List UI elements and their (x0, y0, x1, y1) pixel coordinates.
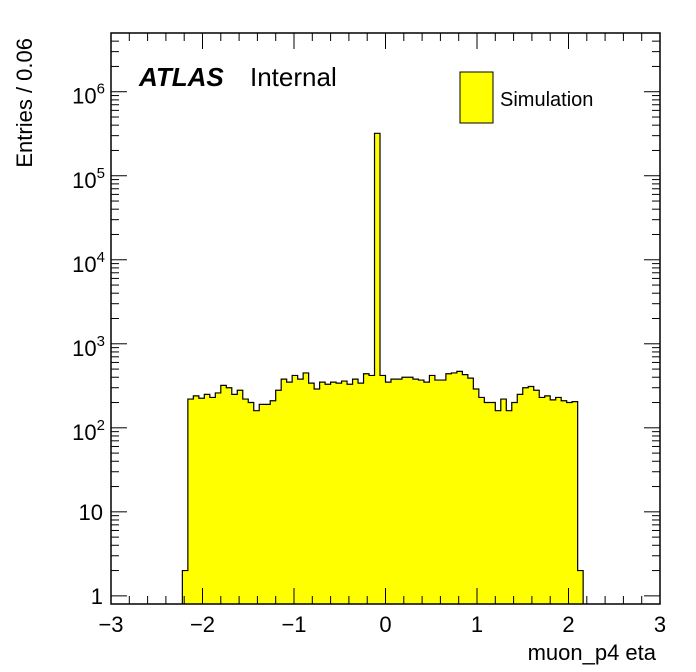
histogram-bar (506, 410, 513, 604)
histogram-bar (407, 377, 414, 604)
histogram-bar (308, 383, 315, 604)
histogram-bar (204, 394, 211, 604)
histogram-bar (561, 400, 568, 604)
legend-swatch (459, 71, 494, 124)
x-tick-label: 2 (562, 612, 574, 637)
histogram-bar (478, 397, 485, 604)
x-axis-title: muon_p4 eta (528, 640, 657, 665)
atlas-label: ATLAS (138, 62, 224, 92)
histogram-bar (347, 384, 353, 604)
x-tick-label: 3 (654, 612, 666, 637)
histogram-bar (462, 374, 469, 604)
histogram-bar (445, 373, 452, 604)
histogram-bar (434, 380, 441, 604)
histogram-bar (231, 394, 238, 604)
histogram-bar (369, 375, 375, 604)
histogram-bar (467, 378, 474, 604)
histogram-bar (374, 133, 381, 604)
y-tick-label: 102 (72, 417, 105, 445)
histogram-bar (286, 382, 293, 604)
histogram-outline (181, 132, 584, 604)
histogram-bar (566, 402, 573, 604)
histogram-bar (495, 410, 502, 604)
histogram-bar (572, 401, 579, 604)
histogram-bar (396, 379, 403, 604)
legend-label-simulation: Simulation (500, 89, 593, 111)
histogram-bar (489, 402, 496, 604)
histogram-bar (533, 390, 540, 604)
histogram-bar (330, 382, 337, 604)
y-tick-label: 105 (72, 165, 105, 193)
histogram-bar (336, 383, 342, 604)
histogram-bar (451, 372, 458, 604)
histogram-bar (456, 371, 463, 604)
histogram-bar (363, 373, 370, 604)
y-axis-title: Entries / 0.06 (12, 38, 37, 168)
histogram-bar (319, 382, 326, 604)
histogram-bar (401, 377, 408, 604)
x-tick-label: 1 (471, 612, 483, 637)
histogram-bar (429, 375, 436, 604)
histogram-bar (539, 397, 546, 604)
histogram-bar (292, 375, 299, 604)
histogram-bar (511, 402, 518, 604)
histogram-bar (550, 399, 557, 604)
histogram-bar (473, 388, 480, 604)
histogram-bar (341, 381, 348, 604)
x-tick-label: −2 (190, 612, 215, 637)
histogram-bar (303, 372, 310, 604)
histogram-bar (198, 398, 205, 604)
internal-label: Internal (250, 62, 337, 92)
histogram-bar (253, 410, 260, 604)
histogram-bar (215, 392, 222, 604)
histogram-bar (517, 394, 524, 604)
y-tick-label: 106 (72, 81, 105, 109)
histogram-bar (297, 379, 304, 604)
histogram-bar (390, 379, 397, 604)
histogram-bar (259, 404, 266, 604)
histogram-bar (275, 390, 282, 604)
axis-ticks (110, 32, 661, 604)
x-tick-labels: −3 −2 −1 0 1 2 3 (98, 612, 666, 637)
histogram-bar (544, 395, 551, 604)
histogram-bar (220, 385, 227, 604)
histogram-bar (577, 570, 584, 604)
histogram-bar (226, 387, 233, 604)
histogram-bar (237, 390, 244, 604)
histogram-bar (281, 379, 288, 604)
histogram-bar (380, 375, 386, 604)
histogram-bar (500, 399, 507, 604)
histogram-bar (242, 399, 249, 604)
histogram-bar (182, 570, 189, 604)
histogram-bar (358, 383, 364, 604)
histogram-bar (418, 380, 425, 604)
histogram-bar (385, 382, 392, 604)
histogram-bar (248, 402, 255, 604)
histogram-bar (187, 399, 194, 604)
y-tick-label: 103 (72, 333, 105, 361)
histogram-bar (270, 400, 277, 604)
y-tick-labels: 1 10 102 103 104 105 106 (72, 81, 105, 609)
x-tick-label: −1 (281, 612, 306, 637)
histogram-bar (314, 388, 321, 604)
histogram-bar (555, 397, 562, 604)
y-tick-label: 104 (72, 249, 105, 277)
histogram-bar (193, 395, 200, 604)
histogram-bar (522, 387, 529, 604)
y-tick-label: 10 (79, 500, 103, 525)
x-tick-label: −3 (98, 612, 123, 637)
histogram-bar (209, 397, 216, 604)
histogram-bar (528, 386, 535, 604)
histogram-bar (423, 382, 430, 604)
histogram-bar (484, 402, 491, 604)
histogram-series-simulation (181, 132, 584, 604)
histogram-bar (412, 379, 419, 604)
histogram-bar (264, 404, 271, 604)
histogram-bar (440, 380, 447, 604)
x-tick-label: 0 (379, 612, 391, 637)
histogram-bar (325, 384, 331, 604)
histogram-bar (352, 379, 359, 604)
y-tick-label: 1 (91, 584, 103, 609)
